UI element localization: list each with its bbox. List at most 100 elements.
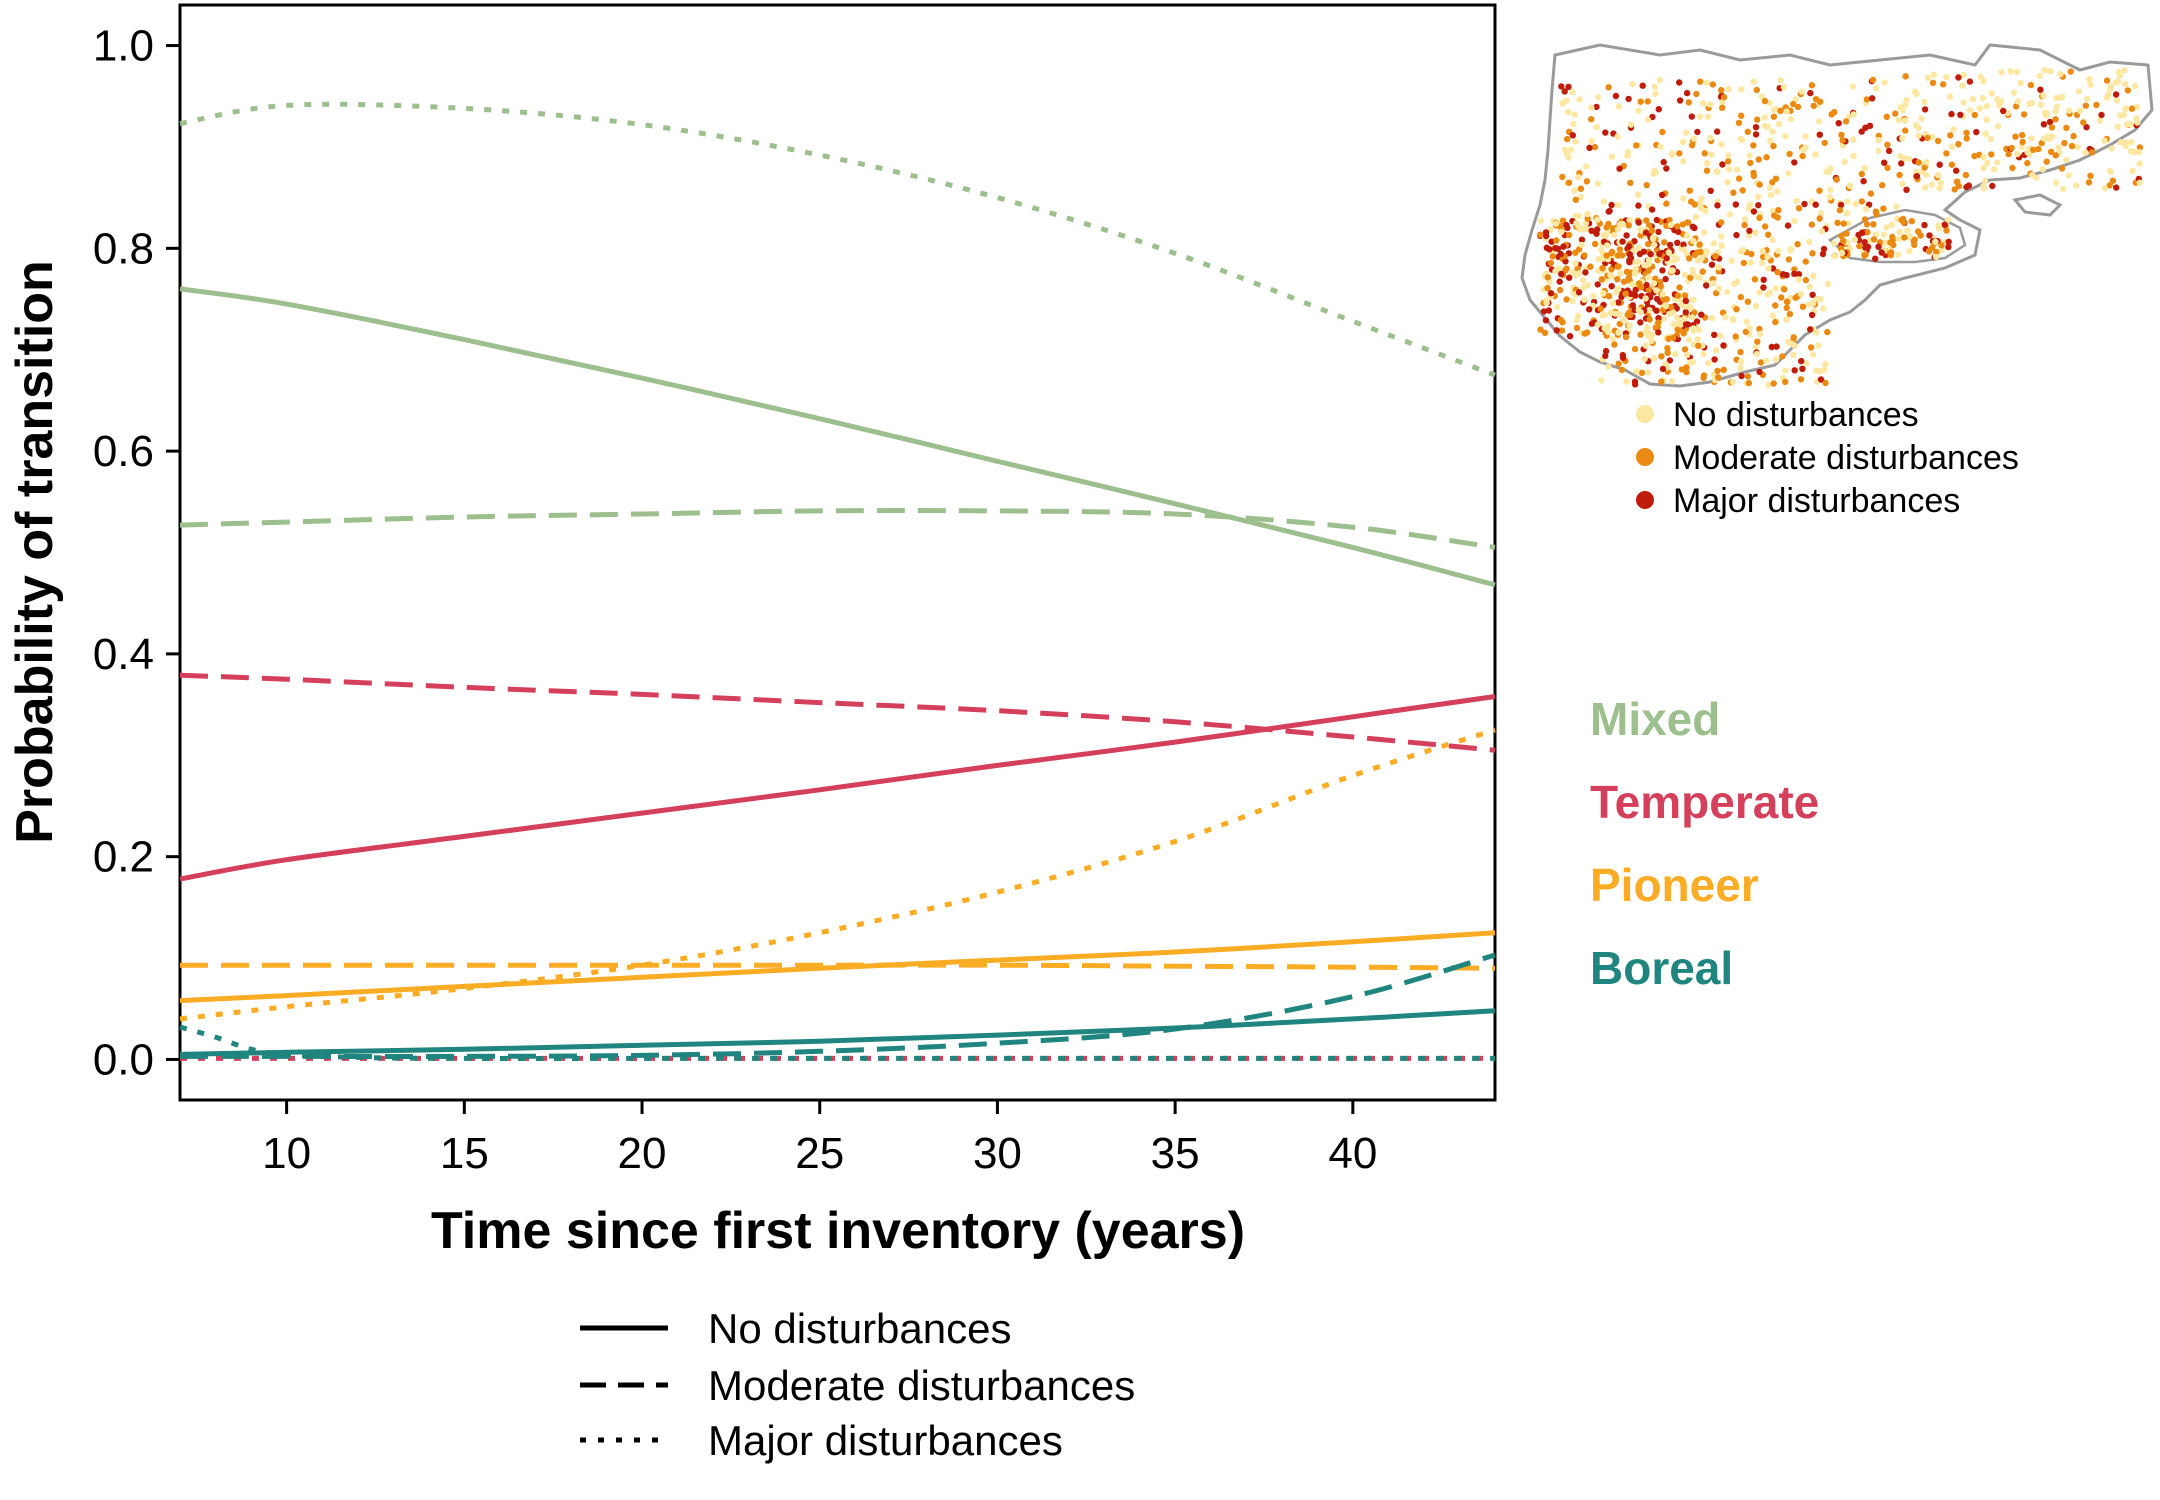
map-plot-dot [1695, 326, 1703, 333]
map-plot-dot [1553, 237, 1560, 244]
map-plot-dot [1937, 180, 1945, 187]
map-plot-dot [1813, 367, 1820, 374]
series-line-pioneer-major [179, 727, 1496, 1022]
map-plot-dot [1769, 237, 1776, 244]
map-plot-dot [1588, 104, 1595, 111]
map-plot-dot [1943, 227, 1950, 234]
map-plot-dot [2131, 148, 2138, 156]
map-plot-dot [1547, 226, 1554, 233]
map-plot-dot [1737, 293, 1745, 301]
y-tick-label: 0.6 [93, 427, 154, 476]
map-plot-dot [2037, 86, 2044, 93]
map-plot-dot [1667, 221, 1675, 229]
map-plot-dot [1663, 165, 1670, 172]
map-plot-dot [1764, 291, 1771, 298]
map-plot-dot [1565, 109, 1572, 116]
map-plot-dot [1852, 200, 1859, 208]
map-plot-dot [1623, 378, 1630, 385]
map-plot-dot [2127, 120, 2134, 128]
map-plot-dot [2115, 68, 2122, 76]
map-plot-dot [1794, 103, 1802, 111]
map-plot-dot [1688, 142, 1696, 149]
map-plot-dot [1921, 106, 1929, 113]
map-plot-dot [2046, 118, 2054, 126]
map-plot-dot [1775, 120, 1783, 128]
map-plot-dot [1858, 170, 1866, 178]
map-plot-dot [1819, 250, 1827, 258]
map-plot-dot [1637, 319, 1644, 326]
map-plot-dot [2047, 68, 2054, 75]
map-plot-dot [1636, 250, 1644, 258]
map-plot-dot [1709, 280, 1717, 287]
map-plot-dot [1714, 367, 1721, 375]
map-plot-dot [1843, 230, 1850, 237]
map-plot-dot [1641, 355, 1648, 363]
map-plot-dot [1659, 290, 1667, 298]
map-plot-dot [1566, 274, 1573, 281]
class-label-mixed: Mixed [1590, 693, 1720, 745]
map-plot-dot [2136, 179, 2143, 186]
map-plot-dot [1980, 164, 1987, 172]
map-plot-dot [1572, 260, 1579, 267]
map-plot-dot [1755, 193, 1762, 201]
map-plot-dot [2005, 150, 2012, 158]
class-label-boreal: Boreal [1590, 942, 1733, 994]
map-plot-dot [1977, 73, 1984, 81]
map-plot-dot [1643, 181, 1650, 189]
map-plot-dot [1756, 325, 1763, 333]
map-plot-dot [1944, 216, 1952, 224]
map-plot-dot [1656, 250, 1663, 258]
map-plot-dot [1965, 182, 1973, 189]
map-plot-dot [1665, 335, 1672, 342]
map-plot-dot [1698, 311, 1705, 318]
map-plot-dot [1602, 129, 1609, 136]
map-plot-dot [1713, 347, 1720, 354]
map-plot-dot [1691, 309, 1698, 316]
map-plot-dot [1741, 221, 1748, 229]
map-plot-dot [1566, 333, 1574, 340]
map-plot-dot [1791, 367, 1798, 374]
map-plot-dot [2103, 94, 2111, 101]
map-plot-dot [1810, 102, 1817, 110]
map-plot-dot [2117, 112, 2124, 119]
map-plot-dot [1669, 267, 1676, 274]
legend-label-no-disturbances: No disturbances [708, 1305, 1012, 1352]
map-plot-dot [1883, 113, 1891, 121]
map-plot-dot [1689, 358, 1697, 365]
map-plot-dot [1584, 210, 1591, 218]
map-plot-dot [1594, 180, 1602, 187]
map-plot-dot [1722, 314, 1729, 321]
map-plot-dot [1924, 74, 1932, 82]
map-plot-dot [2007, 68, 2014, 75]
map-plot-dot [1759, 259, 1766, 266]
map-plot-dot [1599, 265, 1606, 272]
map-plot-dot [1646, 316, 1653, 323]
map-plot-dot [1697, 274, 1704, 281]
map-plot-dot [1608, 153, 1616, 160]
map-plot-dot [1561, 88, 1568, 95]
map-plot-dot [1845, 113, 1853, 120]
map-plot-dot [1588, 137, 1595, 145]
map-plot-dot [1733, 306, 1740, 313]
map-plot-dot [2087, 172, 2094, 179]
map-plot-dot [1777, 77, 1784, 84]
map-plot-dot [1863, 96, 1871, 103]
map-plot-dot [1881, 79, 1888, 86]
map-plot-dot [1802, 258, 1809, 265]
map-plot-dot [1563, 135, 1571, 143]
map-plot-dot [1955, 141, 1962, 148]
map-plot-dot [1676, 320, 1683, 328]
map-plot-dot [1966, 107, 1974, 114]
map-plot-dot [1604, 242, 1611, 249]
map-plot-dot [1921, 98, 1928, 106]
map-plot-dot [1898, 160, 1905, 167]
map-plot-dot [2086, 76, 2093, 83]
map-plot-dot [1631, 381, 1639, 388]
map-plot-dot [1764, 231, 1772, 238]
map-plot-dot [1666, 241, 1674, 249]
map-plot-dot [1904, 227, 1911, 234]
map-plot-dot [1674, 292, 1682, 299]
map-plot-dot [1718, 141, 1725, 148]
map-plot-dot [1674, 239, 1681, 246]
map-plot-dot [1901, 234, 1908, 241]
